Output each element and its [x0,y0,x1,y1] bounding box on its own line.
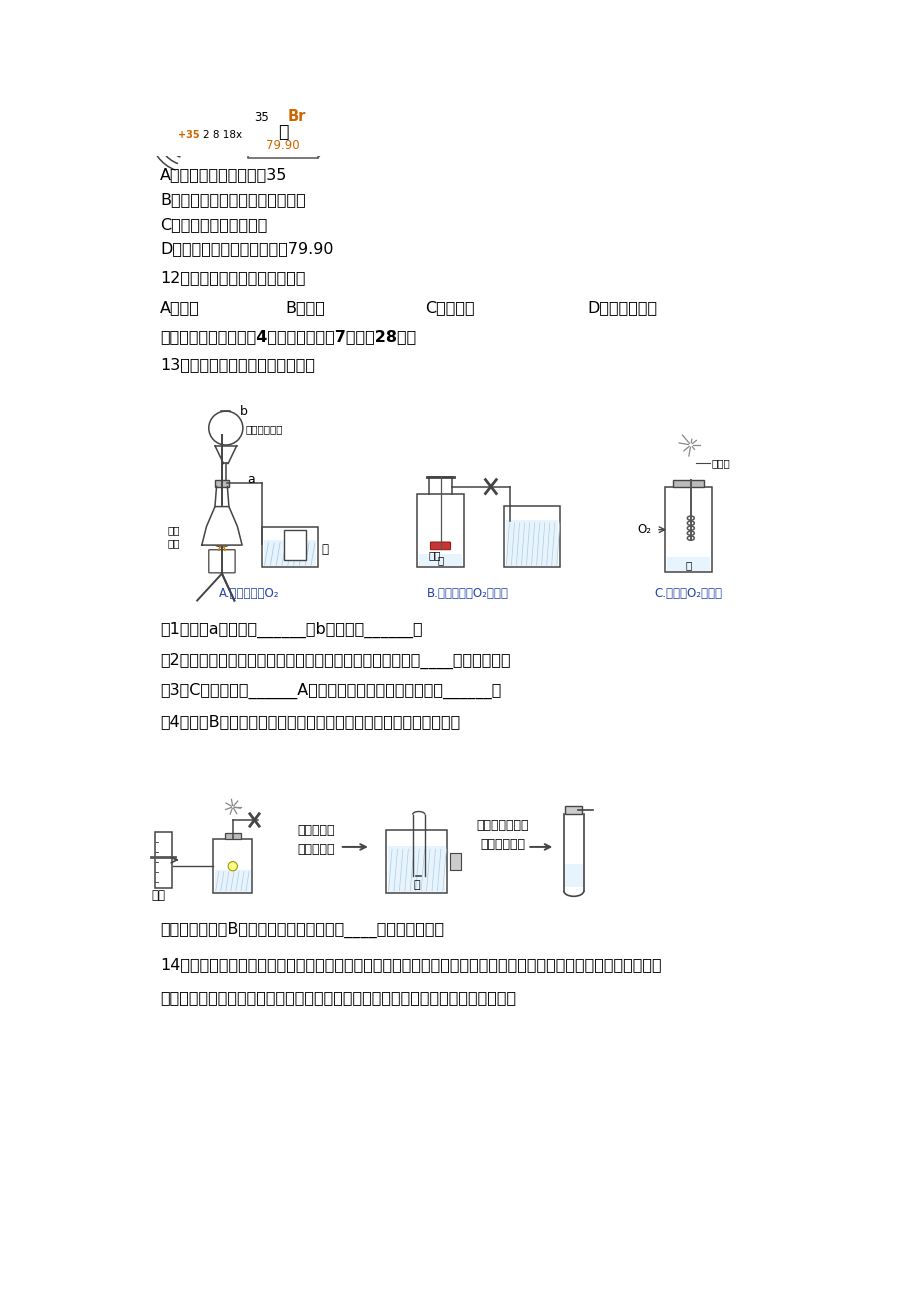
Text: B.测定空气中O₂的含量: B.测定空气中O₂的含量 [426,587,508,600]
FancyBboxPatch shape [673,479,703,487]
Text: O₂: O₂ [637,523,651,536]
Circle shape [228,862,237,871]
Text: C．溴元素处于第四周期: C．溴元素处于第四周期 [160,216,267,232]
FancyBboxPatch shape [666,557,709,570]
FancyBboxPatch shape [215,480,229,487]
FancyBboxPatch shape [213,840,252,893]
Text: 14．如图为利用气压传感器测定红磷燃烧时集气瓶内气压变化的实验装置。点燃燃烧匙内的红磷后，立即伸入集气瓶: 14．如图为利用气压传感器测定红磷燃烧时集气瓶内气压变化的实验装置。点燃燃烧匙内… [160,957,661,973]
Text: D．四氧化三铁: D．四氧化三铁 [587,299,657,315]
FancyBboxPatch shape [664,487,711,572]
FancyBboxPatch shape [504,505,560,568]
FancyBboxPatch shape [564,863,583,887]
Text: Br: Br [287,109,305,124]
Text: 79.90: 79.90 [267,139,300,152]
Text: 水: 水 [685,560,691,570]
Text: D．溴元素的相对原子质量为79.90: D．溴元素的相对原子质量为79.90 [160,241,333,256]
Text: （2）上述三个实验中，水对实验仪器起到安全保护作用的是____（填字母）。: （2）上述三个实验中，水对实验仪器起到安全保护作用的是____（填字母）。 [160,652,510,669]
Text: 如图改进实验与B实验相比，明显的优点是____（写一条即可）: 如图改进实验与B实验相比，明显的优点是____（写一条即可） [160,922,444,939]
Text: 红磷: 红磷 [427,551,440,560]
FancyBboxPatch shape [418,553,461,566]
Text: 二氧: 二氧 [167,526,180,535]
FancyBboxPatch shape [449,853,460,870]
FancyBboxPatch shape [264,540,316,566]
Text: 细铁丝: 细铁丝 [711,458,730,467]
Text: 13．请根据下列实验图回答问题。: 13．请根据下列实验图回答问题。 [160,357,314,372]
Polygon shape [201,506,242,546]
FancyBboxPatch shape [248,103,318,158]
FancyBboxPatch shape [430,542,450,549]
Text: A.实验室制取O₂: A.实验室制取O₂ [219,587,279,600]
FancyBboxPatch shape [225,833,240,840]
Text: B．氧气: B．氧气 [285,299,325,315]
Text: 二、填空题（本题包括4个小题，每小题7分，共28分）: 二、填空题（本题包括4个小题，每小题7分，共28分） [160,329,415,344]
FancyBboxPatch shape [262,527,318,568]
FancyBboxPatch shape [209,549,235,573]
Text: 过氧化氢溶液: 过氧化氢溶液 [245,424,283,435]
FancyBboxPatch shape [564,806,582,814]
FancyBboxPatch shape [215,870,250,892]
Text: 水: 水 [321,543,328,556]
Text: B．溴原子在化学变化中易失电子: B．溴原子在化学变化中易失电子 [160,191,305,207]
FancyBboxPatch shape [284,530,305,560]
Text: 中并把塞子塞紧。待红磷熄灭并冷却后，打开止水夹。集气瓶内气压的变化情况如图: 中并把塞子塞紧。待红磷熄灭并冷却后，打开止水夹。集气瓶内气压的变化情况如图 [160,990,516,1005]
Text: +35: +35 [177,130,199,139]
FancyBboxPatch shape [413,852,424,876]
Text: 溴: 溴 [278,122,288,141]
Text: C．矿泉水: C．矿泉水 [425,299,474,315]
Text: 相平取出试管: 相平取出试管 [480,838,525,852]
Text: A．空气: A．空气 [160,299,199,315]
Circle shape [209,411,243,445]
Text: （1）仪器a的名称是______，b的名称是______。: （1）仪器a的名称是______，b的名称是______。 [160,621,422,638]
Text: 水: 水 [413,880,419,891]
Text: b: b [240,405,247,418]
FancyBboxPatch shape [154,832,171,888]
FancyBboxPatch shape [386,829,447,893]
Text: 12．下列物质中，属于单质的是: 12．下列物质中，属于单质的是 [160,271,305,285]
Text: （4）对于B实验，小李同学进行了改进与创新，实验过程如图所示：: （4）对于B实验，小李同学进行了改进与创新，实验过程如图所示： [160,713,460,729]
Text: 待试管内外液面: 待试管内外液面 [476,819,528,832]
Text: 充分燃烧后: 充分燃烧后 [298,824,335,837]
Circle shape [176,122,201,147]
Text: a: a [246,473,255,486]
Text: 白磷: 白磷 [152,888,165,901]
Text: 2 8 18x: 2 8 18x [203,130,243,139]
Text: C.铁丝在O₂中燃烧: C.铁丝在O₂中燃烧 [653,587,721,600]
FancyBboxPatch shape [388,846,445,892]
Text: A．溴元素的核电荷数为35: A．溴元素的核电荷数为35 [160,168,287,182]
Polygon shape [219,534,225,551]
FancyBboxPatch shape [254,96,323,151]
Text: （3）C实验现象是______A实验中发生反应的化学方程式是______。: （3）C实验现象是______A实验中发生反应的化学方程式是______。 [160,684,501,699]
FancyBboxPatch shape [505,519,558,566]
Text: 35: 35 [255,111,269,124]
Text: 化锰: 化锰 [167,539,180,548]
Text: 水: 水 [437,556,443,565]
FancyBboxPatch shape [417,495,463,568]
Text: 恢复至室温: 恢复至室温 [298,844,335,857]
